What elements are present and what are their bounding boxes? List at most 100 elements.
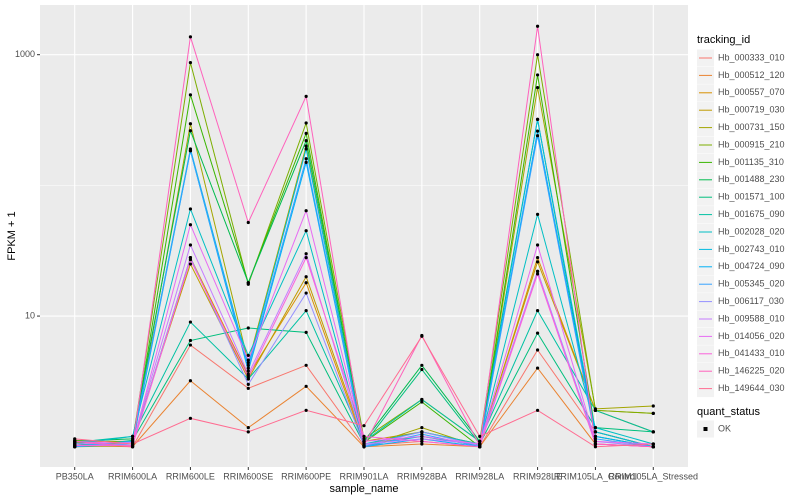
point bbox=[535, 408, 540, 412]
point bbox=[362, 439, 366, 443]
point bbox=[246, 366, 250, 370]
point bbox=[593, 439, 598, 443]
point bbox=[535, 243, 540, 247]
point bbox=[304, 275, 308, 279]
point bbox=[304, 281, 308, 285]
point bbox=[420, 437, 424, 441]
point bbox=[188, 93, 193, 97]
legend-label: Hb_000915_210 bbox=[718, 139, 785, 149]
point bbox=[651, 445, 655, 449]
point bbox=[73, 444, 77, 448]
x-tick-label: RRIM901LA bbox=[339, 471, 388, 481]
point bbox=[420, 439, 424, 443]
point bbox=[478, 444, 482, 448]
point bbox=[535, 117, 540, 121]
point bbox=[535, 269, 540, 273]
point bbox=[188, 223, 193, 227]
point bbox=[535, 309, 540, 313]
point bbox=[304, 252, 308, 256]
legend-label: Hb_014056_020 bbox=[718, 331, 785, 341]
point bbox=[651, 411, 655, 415]
point bbox=[246, 426, 250, 430]
point bbox=[188, 379, 193, 383]
point bbox=[304, 256, 308, 260]
legend-label: Hb_006117_030 bbox=[718, 296, 784, 306]
point bbox=[651, 430, 655, 434]
point bbox=[651, 404, 655, 408]
point bbox=[130, 434, 135, 439]
point bbox=[304, 229, 308, 233]
point bbox=[593, 437, 598, 441]
point bbox=[420, 426, 424, 430]
legend-label: Hb_000557_070 bbox=[718, 87, 785, 97]
point bbox=[188, 258, 193, 262]
legend-title: quant_status bbox=[697, 406, 760, 418]
point bbox=[304, 363, 308, 367]
point bbox=[535, 134, 540, 138]
point bbox=[593, 408, 598, 412]
x-tick-label: RRIM928LA bbox=[455, 471, 504, 481]
point bbox=[246, 363, 250, 367]
point bbox=[420, 400, 424, 404]
point bbox=[420, 432, 424, 436]
point bbox=[304, 147, 308, 151]
legend-label: Hb_000512_120 bbox=[718, 70, 785, 80]
x-tick-label: PB350LA bbox=[56, 471, 94, 481]
point bbox=[130, 445, 135, 449]
point bbox=[304, 160, 308, 164]
point bbox=[304, 157, 308, 161]
point bbox=[593, 434, 598, 439]
point bbox=[478, 439, 482, 443]
point bbox=[304, 309, 308, 313]
point bbox=[420, 367, 424, 372]
legend-label: Hb_001571_100 bbox=[718, 192, 785, 202]
legend-label: Hb_001488_230 bbox=[718, 174, 785, 184]
point bbox=[535, 272, 540, 276]
point bbox=[651, 442, 655, 446]
point bbox=[420, 334, 424, 338]
legend-label: Hb_000731_150 bbox=[718, 122, 785, 132]
point bbox=[478, 434, 482, 439]
point bbox=[420, 363, 424, 367]
legend-label: Hb_002743_010 bbox=[718, 244, 785, 254]
point bbox=[188, 35, 193, 39]
point bbox=[304, 384, 308, 388]
x-tick-label: RRIM600PE bbox=[281, 471, 331, 481]
y-tick-label: 1000 bbox=[15, 49, 35, 59]
point bbox=[593, 442, 598, 446]
point bbox=[535, 129, 540, 133]
point bbox=[246, 353, 250, 358]
y-axis-label: FPKM + 1 bbox=[6, 211, 18, 260]
point bbox=[535, 348, 540, 352]
point bbox=[304, 121, 308, 125]
x-tick-label: RRIM600LA bbox=[108, 471, 157, 481]
point bbox=[188, 320, 193, 324]
point bbox=[535, 331, 540, 335]
point bbox=[535, 53, 540, 57]
point bbox=[593, 430, 598, 434]
point bbox=[420, 434, 424, 439]
point bbox=[304, 94, 308, 98]
x-tick-label: RRIM600LE bbox=[166, 471, 215, 481]
point bbox=[362, 444, 366, 448]
point bbox=[535, 366, 540, 370]
legend-label: OK bbox=[718, 423, 731, 433]
point bbox=[420, 430, 424, 434]
point bbox=[188, 243, 193, 247]
legend-label: Hb_041433_010 bbox=[718, 348, 785, 358]
point bbox=[535, 24, 540, 28]
point bbox=[246, 386, 250, 390]
point bbox=[246, 382, 250, 387]
legend-swatch bbox=[703, 427, 708, 431]
point bbox=[535, 260, 540, 264]
point bbox=[535, 73, 540, 77]
point bbox=[246, 375, 250, 379]
legend-label: Hb_149644_030 bbox=[718, 383, 785, 393]
x-tick-label: RRIM105LA_Stressed bbox=[609, 471, 699, 481]
legend-label: Hb_000333_010 bbox=[718, 52, 785, 62]
legend-label: Hb_001675_090 bbox=[718, 209, 785, 219]
point bbox=[73, 437, 77, 441]
x-tick-label: RRIM105LA_Control bbox=[554, 471, 637, 481]
point bbox=[73, 439, 77, 443]
